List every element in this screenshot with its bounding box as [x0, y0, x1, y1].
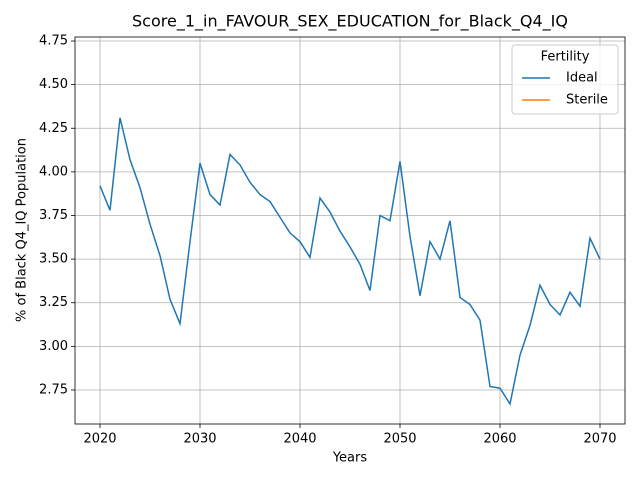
legend: Fertility Ideal Sterile: [511, 44, 619, 115]
x-tick-label: 2030: [183, 432, 216, 447]
legend-box: [511, 44, 619, 115]
y-tick-label: 3.50: [39, 252, 68, 267]
legend-label: Ideal: [566, 71, 598, 86]
y-tick-label: 3.00: [39, 339, 68, 354]
y-tick-label: 4.75: [39, 34, 68, 49]
x-tick-label: 2040: [283, 432, 316, 447]
x-tick-label: 2020: [83, 432, 116, 447]
plot-frame: [74, 36, 626, 425]
y-axis-label: % of Black Q4_IQ Population: [15, 138, 30, 322]
x-axis-label: Years: [332, 451, 368, 466]
x-tick-label: 2060: [483, 432, 516, 447]
data-line: [99, 117, 601, 406]
y-tick-label: 4.00: [39, 164, 68, 179]
y-tick-label: 3.75: [39, 208, 68, 223]
legend-label: Sterile: [566, 93, 608, 108]
x-tick-label: 2070: [583, 432, 616, 447]
x-tick-label: 2050: [383, 432, 416, 447]
y-tick-label: 3.25: [39, 295, 68, 310]
y-tick-label: 4.50: [39, 77, 68, 92]
chart-title: Score_1_in_FAVOUR_SEX_EDUCATION_for_Blac…: [132, 12, 568, 32]
legend-title: Fertility: [541, 50, 590, 65]
y-tick-label: 4.25: [39, 121, 68, 136]
y-tick-label: 2.75: [39, 382, 68, 397]
